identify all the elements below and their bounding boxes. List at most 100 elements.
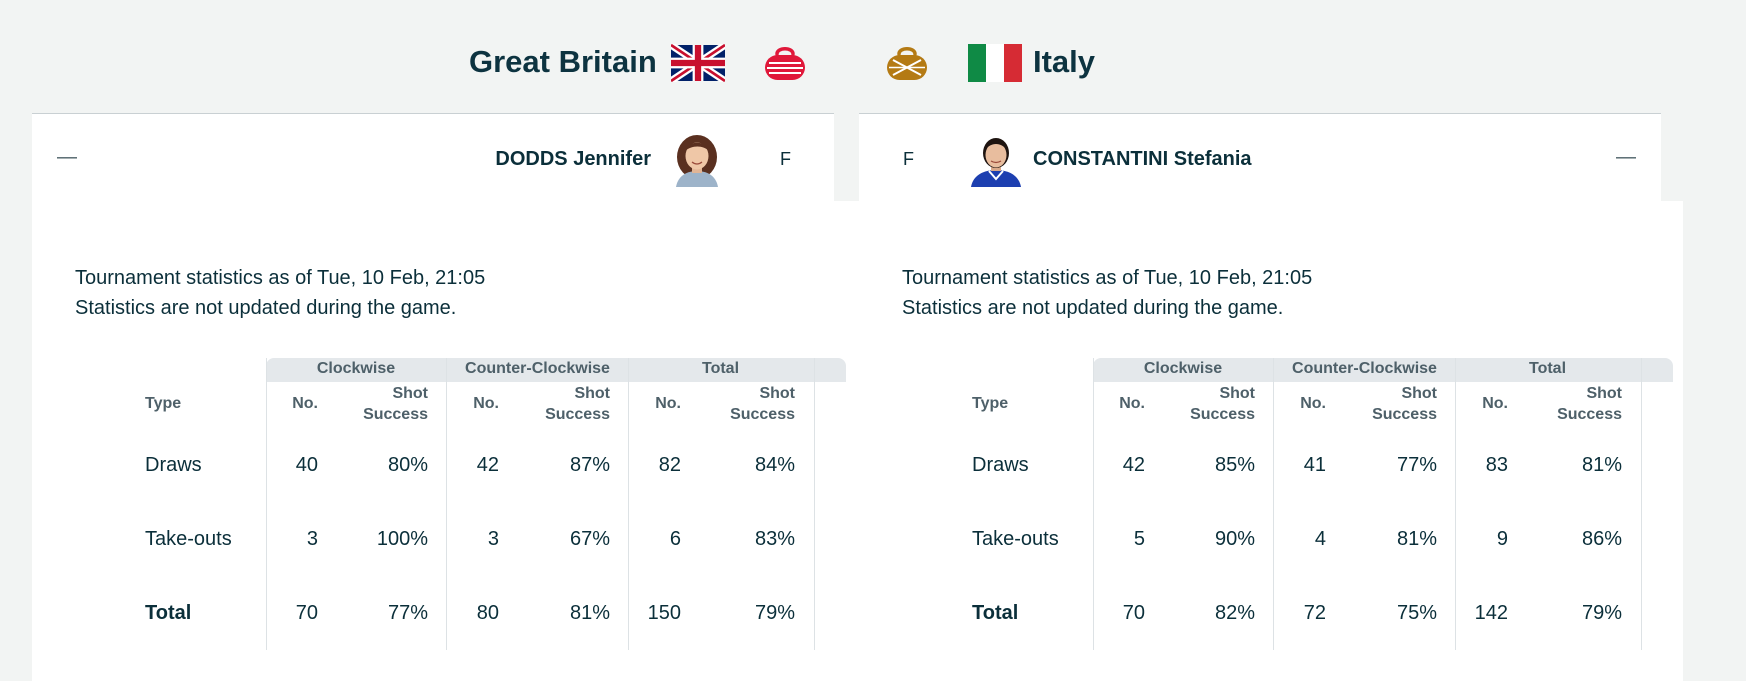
away-player-card[interactable]: F CONSTANTINI Stefania — [859, 113, 1661, 202]
table-cell: 42 [476, 454, 499, 476]
col-header-no: No. [1482, 395, 1508, 412]
table-cell: 3 [487, 528, 499, 550]
column-divider [628, 358, 629, 650]
table-cell: 40 [295, 454, 318, 476]
row-label-total: Total [145, 602, 192, 624]
table-cell: 77% [1396, 454, 1437, 476]
col-header-success: Success [1557, 406, 1622, 423]
group-total: Total [1528, 360, 1567, 377]
group-counter-clockwise: Counter-Clockwise [465, 360, 610, 377]
away-player-avatar [969, 133, 1023, 187]
uk-flag-icon [671, 44, 725, 82]
table-cell: 41 [1303, 454, 1326, 476]
match-header: Great Britain Italy [0, 36, 1746, 90]
row-label-draws: Draws [145, 454, 202, 476]
stats-notice-update: Statistics are not updated during the ga… [902, 297, 1284, 319]
col-header-success: Success [545, 406, 610, 423]
column-divider [1455, 358, 1456, 650]
col-header-no: No. [1119, 395, 1145, 412]
col-header-success: Success [1190, 406, 1255, 423]
home-stats-section: Tournament statistics as of Tue, 10 Feb,… [32, 262, 846, 662]
red-curling-stone-icon [765, 47, 805, 80]
col-header-no: No. [655, 395, 681, 412]
col-header-no: No. [473, 395, 499, 412]
away-player-name: CONSTANTINI Stefania [1033, 148, 1252, 170]
table-cell: 81% [1396, 528, 1437, 550]
table-cell: 87% [569, 454, 610, 476]
table-cell: 85% [1214, 454, 1255, 476]
column-divider [446, 358, 447, 650]
collapse-toggle-icon[interactable]: — [1616, 146, 1636, 168]
col-header-type: Type [145, 395, 182, 412]
table-cell: 150 [647, 602, 681, 624]
col-header-shot: Shot [1401, 385, 1437, 402]
stats-notice-date: Tournament statistics as of Tue, 10 Feb,… [75, 267, 486, 289]
table-cell: 79% [1581, 602, 1622, 624]
table-cell: 4 [1314, 528, 1326, 550]
table-cell: 70 [295, 602, 318, 624]
table-cell: 90% [1214, 528, 1255, 550]
table-cell: 72 [1303, 602, 1326, 624]
col-header-no: No. [292, 395, 318, 412]
group-clockwise: Clockwise [316, 360, 396, 377]
collapse-toggle-icon[interactable]: — [57, 146, 77, 168]
table-cell: 77% [387, 602, 428, 624]
table-cell: 67% [569, 528, 610, 550]
home-player-card[interactable]: — DODDS Jennifer F [32, 113, 834, 202]
group-header-bar [266, 358, 846, 382]
stats-notice-date: Tournament statistics as of Tue, 10 Feb,… [902, 267, 1313, 289]
col-header-shot: Shot [1219, 385, 1255, 402]
col-header-success: Success [1372, 406, 1437, 423]
row-label-total: Total [972, 602, 1019, 624]
home-team-name: Great Britain [469, 44, 657, 79]
table-cell: 80% [387, 454, 428, 476]
col-header-success: Success [363, 406, 428, 423]
table-cell: 83% [754, 528, 795, 550]
table-cell: 80 [476, 602, 499, 624]
row-label-take-outs: Take-outs [145, 528, 232, 550]
table-cell: 6 [669, 528, 681, 550]
group-total: Total [701, 360, 740, 377]
table-cell: 3 [306, 528, 318, 550]
table-cell: 70 [1122, 602, 1145, 624]
col-header-type: Type [972, 395, 1009, 412]
group-clockwise: Clockwise [1143, 360, 1223, 377]
table-cell: 142 [1474, 602, 1508, 624]
col-header-shot: Shot [392, 385, 428, 402]
row-label-draws: Draws [972, 454, 1029, 476]
col-header-shot: Shot [1586, 385, 1622, 402]
italy-flag-icon [968, 44, 1022, 82]
away-player-position: F [903, 149, 914, 169]
column-divider [814, 358, 815, 650]
table-cell: 81% [569, 602, 610, 624]
table-cell: 75% [1396, 602, 1437, 624]
table-cell: 5 [1133, 528, 1145, 550]
table-cell: 84% [754, 454, 795, 476]
away-stats-section: Tournament statistics as of Tue, 10 Feb,… [859, 262, 1673, 662]
away-team-name: Italy [1033, 44, 1096, 79]
col-header-no: No. [1300, 395, 1326, 412]
table-cell: 82 [658, 454, 681, 476]
table-cell: 100% [376, 528, 428, 550]
stats-notice-update: Statistics are not updated during the ga… [75, 297, 457, 319]
column-divider [1641, 358, 1642, 650]
group-counter-clockwise: Counter-Clockwise [1292, 360, 1437, 377]
col-header-success: Success [730, 406, 795, 423]
column-divider [266, 358, 267, 650]
group-header-bar [1093, 358, 1673, 382]
col-header-shot: Shot [759, 385, 795, 402]
row-label-take-outs: Take-outs [972, 528, 1059, 550]
column-divider [1273, 358, 1274, 650]
home-player-name: DODDS Jennifer [495, 148, 651, 170]
table-cell: 86% [1581, 528, 1622, 550]
yellow-curling-stone-icon [887, 47, 927, 80]
stats-panel-background [32, 201, 1683, 681]
home-player-position: F [780, 149, 791, 169]
table-cell: 83 [1485, 454, 1508, 476]
table-cell: 9 [1496, 528, 1508, 550]
col-header-shot: Shot [574, 385, 610, 402]
table-cell: 81% [1581, 454, 1622, 476]
table-cell: 42 [1122, 454, 1145, 476]
home-player-avatar [670, 133, 724, 187]
table-cell: 79% [754, 602, 795, 624]
